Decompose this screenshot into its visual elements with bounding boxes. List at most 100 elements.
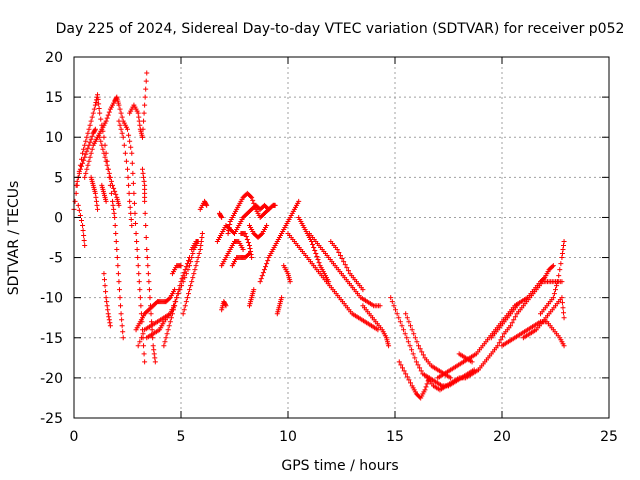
data-point: [182, 303, 188, 309]
data-point: [549, 264, 555, 270]
data-point: [144, 247, 150, 253]
data-point: [406, 319, 412, 325]
data-point: [559, 300, 565, 306]
data-point: [165, 327, 171, 333]
data-point: [115, 263, 121, 269]
data-point: [141, 110, 147, 116]
data-point: [82, 142, 88, 148]
data-point: [341, 259, 347, 265]
data-point: [135, 263, 141, 269]
data-point: [514, 303, 520, 309]
x-axis-label: GPS time / hours: [281, 458, 398, 474]
data-point: [95, 92, 101, 98]
data-point: [553, 287, 558, 293]
data-point: [81, 238, 87, 244]
data-points: [71, 70, 567, 401]
data-point: [75, 202, 81, 208]
data-point: [118, 311, 124, 317]
data-point: [394, 311, 400, 317]
data-point: [106, 170, 112, 176]
data-point: [560, 305, 566, 311]
data-point: [116, 118, 122, 124]
data-point: [86, 142, 92, 148]
data-point: [226, 227, 232, 233]
data-point: [113, 191, 119, 197]
data-point: [389, 299, 395, 305]
data-point: [143, 235, 149, 240]
y-tick-label: 5: [54, 170, 63, 186]
data-point: [403, 371, 409, 377]
data-point: [114, 255, 120, 261]
data-point: [108, 190, 114, 196]
data-point: [181, 270, 187, 276]
data-point: [102, 283, 108, 289]
x-tick-label: 20: [493, 429, 511, 445]
data-point: [120, 134, 126, 140]
data-point: [337, 253, 343, 259]
data-point: [555, 279, 561, 285]
data-point: [345, 268, 351, 274]
data-point: [334, 247, 340, 253]
data-point: [247, 246, 253, 252]
data-point: [112, 188, 118, 194]
data-point: [407, 343, 413, 349]
data-point: [388, 295, 394, 301]
data-point: [258, 231, 264, 237]
data-point: [136, 118, 142, 124]
data-point: [137, 287, 143, 293]
data-point: [111, 210, 117, 216]
data-point: [195, 255, 201, 261]
data-point: [128, 216, 134, 222]
data-point: [181, 307, 187, 313]
data-point: [508, 323, 514, 329]
x-tick-label: 25: [600, 429, 618, 445]
data-point: [251, 287, 257, 293]
data-point: [110, 198, 116, 204]
data-point: [136, 271, 142, 277]
data-point: [222, 302, 228, 308]
data-point: [125, 126, 130, 132]
data-point: [399, 365, 405, 371]
data-point: [161, 343, 167, 349]
data-point: [559, 279, 565, 285]
data-point: [541, 276, 547, 282]
data-point: [141, 174, 147, 180]
data-point: [94, 202, 100, 208]
data-point: [310, 242, 316, 248]
data-point: [311, 245, 317, 251]
data-point: [339, 256, 345, 262]
data-point: [279, 295, 285, 301]
data-point: [103, 198, 109, 204]
data-point: [550, 263, 556, 269]
y-tick-label: -10: [40, 291, 63, 307]
data-point: [117, 122, 123, 128]
data-point: [414, 339, 420, 345]
data-point: [342, 262, 348, 268]
data-point: [129, 160, 135, 166]
data-point: [391, 303, 397, 309]
data-point: [377, 303, 383, 309]
data-point: [141, 343, 147, 349]
data-point: [469, 359, 475, 365]
data-point: [398, 362, 404, 368]
data-point: [393, 307, 399, 313]
data-point: [116, 102, 122, 108]
data-point: [448, 375, 454, 381]
data-point: [498, 337, 504, 343]
data-point: [139, 134, 145, 140]
data-point: [117, 106, 123, 112]
data-point: [88, 150, 94, 156]
data-point: [152, 359, 158, 365]
data-point: [138, 335, 144, 341]
x-tick-label: 15: [386, 429, 404, 445]
data-point: [87, 122, 93, 128]
data-point: [265, 258, 271, 264]
data-point: [118, 303, 124, 309]
data-point: [163, 335, 169, 341]
data-point: [244, 237, 250, 243]
data-point: [401, 368, 407, 374]
data-point: [101, 134, 107, 140]
data-point: [187, 255, 193, 261]
data-point: [82, 243, 88, 249]
data-point: [203, 201, 209, 207]
